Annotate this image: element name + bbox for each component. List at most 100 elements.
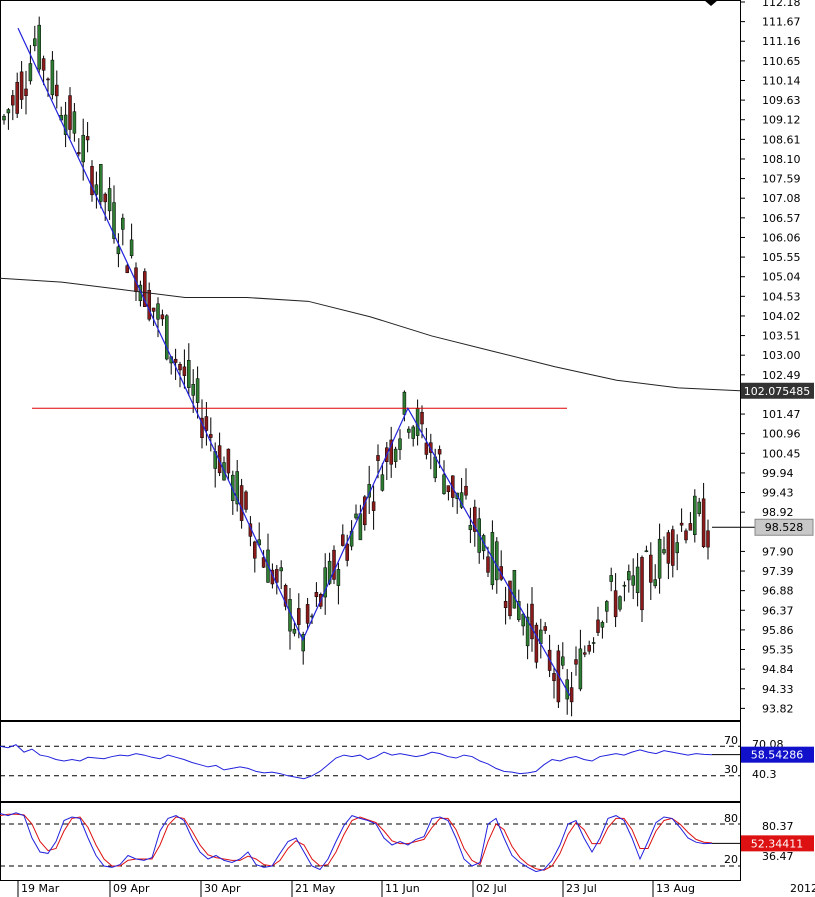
candle-body (666, 532, 671, 564)
candle-body (103, 193, 107, 203)
candle-body (112, 202, 116, 239)
candle-body (376, 455, 380, 461)
rsi-panel-frame (0, 721, 741, 802)
candle-body (565, 679, 569, 700)
date-tick-label: 23 Jul (566, 882, 597, 895)
candle-body (433, 456, 437, 479)
candle-body (37, 24, 41, 70)
stochastic-value-box (741, 835, 814, 852)
stochastic-value-label: 52.34411 (751, 837, 804, 850)
candle-body (204, 416, 209, 431)
candle-body (618, 596, 622, 610)
candle-body (583, 652, 587, 655)
candle-body (464, 485, 468, 496)
candle-body (28, 63, 33, 82)
candle-body (191, 384, 195, 396)
candle-body (534, 624, 539, 663)
candle-body (314, 592, 319, 598)
candle-body (380, 474, 385, 491)
price-tick-label: 103.00 (762, 349, 801, 362)
candle-body (341, 534, 345, 546)
candlestick-series (2, 16, 710, 717)
stochastic-panel-frame (0, 802, 741, 881)
price-tick-label: 103.51 (762, 330, 801, 343)
candle-body (574, 659, 578, 665)
price-tick-label: 95.86 (762, 624, 794, 637)
main-price-panel: 112.18 111.67 111.16 110.65 110.14 109.63 109.… (0, 0, 814, 721)
price-tick-label: 111.67 (762, 16, 801, 29)
candle-body (569, 687, 574, 703)
price-tick-label: 107.08 (762, 192, 801, 205)
candle-body (173, 358, 178, 363)
candle-body (631, 575, 635, 586)
stochastic-axis-label-bottom: 36.47 (762, 850, 794, 863)
rsi-line (0, 744, 713, 780)
candle-body (662, 549, 666, 554)
candle-body (283, 585, 288, 607)
candle-body (63, 114, 68, 135)
candle-body (129, 239, 134, 256)
candle-body (402, 391, 407, 415)
candle-body (121, 217, 125, 230)
candle-body (187, 359, 191, 388)
moving-average-line (0, 277, 741, 392)
candle-body (15, 81, 19, 114)
candle-body (178, 363, 182, 371)
candle-body (81, 134, 85, 163)
date-tick-label: 21 May (295, 882, 336, 895)
dropdown-arrow-icon[interactable] (704, 0, 718, 6)
candle-body (684, 530, 688, 541)
candle-body (107, 188, 112, 212)
candle-body (235, 471, 239, 505)
ma-value-box-bg (741, 382, 814, 399)
price-tick-label: 98.92 (762, 506, 794, 519)
rsi-level-70-label: 70 (724, 734, 738, 747)
price-tick-label: 105.55 (762, 251, 801, 264)
candle-body (442, 474, 446, 494)
candle-body (407, 428, 411, 433)
price-tick-label: 108.61 (762, 133, 801, 146)
candle-body (706, 530, 710, 548)
price-tick-label: 100.96 (762, 428, 801, 441)
stochastic-level-80-label: 80 (724, 812, 738, 825)
candle-body (420, 411, 424, 425)
candle-body (675, 542, 679, 554)
candle-body (587, 645, 591, 652)
candle-body (688, 523, 693, 531)
candle-body (424, 442, 429, 455)
candle-body (2, 115, 6, 121)
candle-body (327, 560, 332, 584)
candle-body (622, 584, 627, 587)
candle-body (345, 543, 349, 561)
candle-body (11, 95, 15, 106)
candle-body (55, 84, 59, 97)
candle-body (305, 604, 310, 624)
price-tick-label: 109.12 (762, 114, 801, 127)
candle-body (600, 622, 605, 628)
candle-body (468, 524, 473, 531)
candle-body (231, 474, 235, 501)
price-tick-label: 104.02 (762, 310, 801, 323)
last-price-box: 98.528 (712, 518, 814, 536)
candle-body (209, 434, 213, 438)
date-tick-label: 13 Aug (656, 882, 695, 895)
candle-body (33, 38, 37, 47)
price-tick-label: 94.84 (762, 663, 794, 676)
candle-body (649, 554, 653, 583)
candle-body (253, 541, 257, 559)
price-tick-label: 106.06 (762, 231, 801, 244)
year-label: 2012 (790, 882, 815, 895)
candle-body (389, 439, 393, 465)
candle-body (605, 601, 609, 612)
candle-body (125, 265, 129, 274)
candle-body (143, 271, 147, 307)
candle-body (486, 556, 490, 573)
candle-body (6, 109, 11, 114)
candle-body (556, 650, 561, 703)
candle-body (701, 498, 706, 547)
stochastic-d-line (0, 813, 713, 871)
price-tick-label: 102.49 (762, 369, 801, 382)
candle-body (503, 600, 508, 608)
candle-body (415, 408, 420, 436)
price-tick-label: 101.47 (762, 408, 801, 421)
